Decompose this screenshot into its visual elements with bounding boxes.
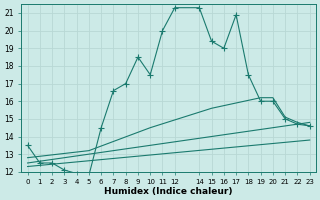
X-axis label: Humidex (Indice chaleur): Humidex (Indice chaleur) [104, 187, 233, 196]
